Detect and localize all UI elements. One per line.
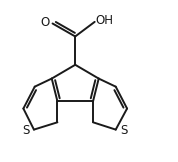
Text: O: O xyxy=(40,16,49,29)
Text: S: S xyxy=(120,124,127,137)
Text: OH: OH xyxy=(96,14,114,27)
Text: S: S xyxy=(22,124,30,137)
